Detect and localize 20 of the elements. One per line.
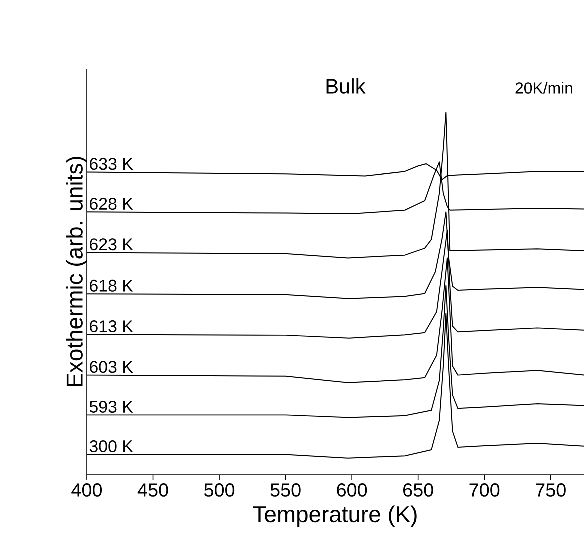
y-axis-title: Exothermic (arb. units) [66,157,88,386]
x-axis-title: Temperature (K) [253,506,417,528]
series-label: 300 K [90,440,134,453]
series-label: 593 K [90,400,134,413]
x-tick-label: 700 [470,484,500,497]
x-tick-label: 750 [536,484,566,497]
x-tick-label: 650 [404,484,434,497]
text: 20K/min [516,82,572,94]
series-label: 618 K [90,280,134,292]
x-tick-label: 450 [138,484,168,497]
x-tick-label: 600 [337,484,368,497]
x-tick-label: 500 [204,484,235,497]
x-tick-label: 400 [72,484,102,497]
series-label: 633 K [90,158,134,170]
series-label: 613 K [90,320,134,333]
x-tick-label: 550 [270,484,301,497]
text: Bulk [326,78,366,94]
series-label: 623 K [90,238,134,251]
series-label: 603 K [90,361,134,374]
series-label: 628 K [90,198,134,210]
